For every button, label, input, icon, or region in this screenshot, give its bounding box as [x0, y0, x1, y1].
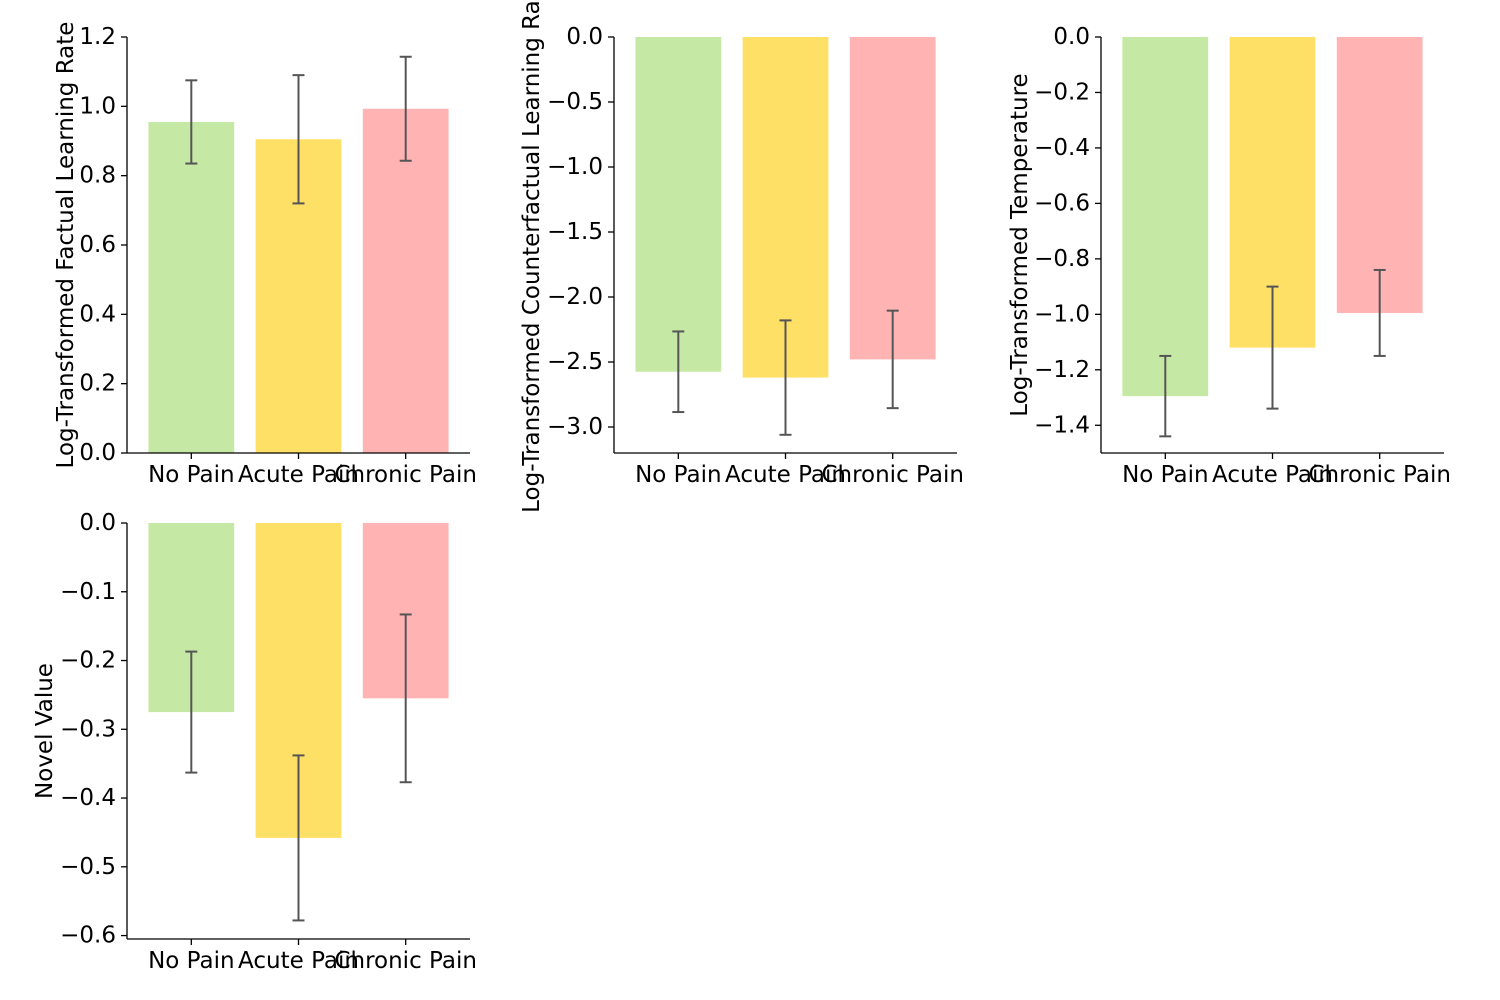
error-bar-no-pain	[185, 650, 198, 774]
y-tick-label: −0.3	[60, 716, 116, 742]
bar-chronic-pain	[362, 108, 449, 453]
panel-novel-value: −0.6 −0.5 −0.4 −0.3 −0.2 −0.1 0.0 No Pain Acute …	[32, 510, 477, 974]
bar-no-pain	[1122, 37, 1209, 397]
x-tick-label-chronic-pain: Chronic Pain	[1308, 462, 1450, 488]
y-tick-label: 0.2	[79, 371, 116, 397]
y-tick-label: −0.2	[60, 648, 116, 674]
panel-counterfactual-learning-rate: −3.0 −2.5 −2.0 −1.5 −1.0 −0.5 0.0 No Pain Acute …	[519, 0, 964, 513]
x-tick-label-acute-pain: Acute Pain	[1212, 462, 1333, 488]
y-tick-label: 0.0	[79, 440, 116, 466]
bar-no-pain	[635, 37, 722, 372]
y-tick-label: −0.6	[1034, 190, 1090, 216]
y-tick-label: −1.5	[547, 219, 603, 245]
y-tick-label: 0.4	[79, 301, 116, 327]
y-axis-label: Novel Value	[32, 663, 58, 799]
bar-chronic-pain	[1336, 37, 1423, 313]
error-bar-no-pain	[185, 79, 198, 165]
panel-temperature: −1.4 −1.2 −1.0 −0.8 −0.6 −0.4 −0.2 0.0 No Pain Ac…	[1007, 24, 1451, 488]
y-tick-label: 0.0	[1053, 24, 1090, 50]
y-tick-label: −0.5	[547, 89, 603, 115]
x-tick-label-chronic-pain: Chronic Pain	[821, 462, 963, 488]
x-tick-label-chronic-pain: Chronic Pain	[334, 462, 476, 488]
y-tick-label: −0.1	[60, 579, 116, 605]
x-tick-label-acute-pain: Acute Pain	[725, 462, 846, 488]
error-bar-no-pain	[1159, 354, 1172, 438]
x-tick-label-chronic-pain: Chronic Pain	[334, 948, 476, 974]
y-axis-label: Log-Transformed Factual Learning Rate	[53, 22, 79, 469]
error-bar-chronic-pain	[886, 309, 899, 410]
error-bar-no-pain	[672, 330, 685, 414]
y-tick-label: −2.5	[547, 349, 603, 375]
error-bar-chronic-pain	[399, 613, 412, 784]
panel-factual-learning-rate: 0.0 0.2 0.4 0.6 0.8 1.0 1.2 No Pain Acute PainCh…	[53, 22, 477, 488]
y-tick-label: −0.4	[60, 785, 116, 811]
y-tick-label: 0.8	[79, 163, 116, 189]
y-tick-label: −3.0	[547, 414, 603, 440]
y-tick-label: 1.2	[79, 24, 116, 50]
y-tick-label: −1.0	[1034, 301, 1090, 327]
y-tick-label: −2.0	[547, 284, 603, 310]
y-tick-label: −1.0	[547, 154, 603, 180]
y-tick-label: −0.8	[1034, 246, 1090, 272]
error-bar-chronic-pain	[1373, 268, 1386, 357]
y-tick-label: −0.2	[1034, 79, 1090, 105]
y-tick-label: 1.0	[79, 93, 116, 119]
y-tick-label: −0.4	[1034, 135, 1090, 161]
y-tick-label: −1.2	[1034, 357, 1090, 383]
x-tick-label-no-pain: No Pain	[148, 948, 235, 974]
x-tick-label-acute-pain: Acute Pain	[238, 948, 359, 974]
y-axis-label: Log-Transformed Temperature	[1007, 73, 1033, 416]
y-tick-label: 0.0	[566, 24, 603, 50]
x-tick-label-acute-pain: Acute Pain	[238, 462, 359, 488]
x-tick-label-no-pain: No Pain	[148, 462, 235, 488]
x-tick-label-no-pain: No Pain	[1122, 462, 1209, 488]
y-tick-label: −1.4	[1034, 412, 1090, 438]
y-tick-label: 0.6	[79, 232, 116, 258]
error-bar-chronic-pain	[399, 55, 412, 162]
y-tick-label: 0.0	[79, 510, 116, 536]
error-bar-acute-pain	[1266, 285, 1279, 410]
x-tick-label-no-pain: No Pain	[635, 462, 722, 488]
error-bar-acute-pain	[292, 74, 305, 205]
error-bar-acute-pain	[292, 754, 305, 922]
bar-chronic-pain	[849, 37, 936, 360]
error-bar-acute-pain	[779, 319, 792, 436]
y-axis-label: Log-Transformed Counterfactual Learning …	[519, 0, 545, 513]
bar-no-pain	[148, 121, 235, 453]
y-tick-label: −0.5	[60, 854, 116, 880]
y-tick-label: −0.6	[60, 923, 116, 949]
